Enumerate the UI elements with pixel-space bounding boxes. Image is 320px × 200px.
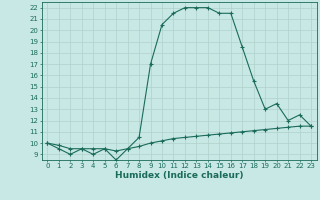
- X-axis label: Humidex (Indice chaleur): Humidex (Indice chaleur): [115, 171, 244, 180]
